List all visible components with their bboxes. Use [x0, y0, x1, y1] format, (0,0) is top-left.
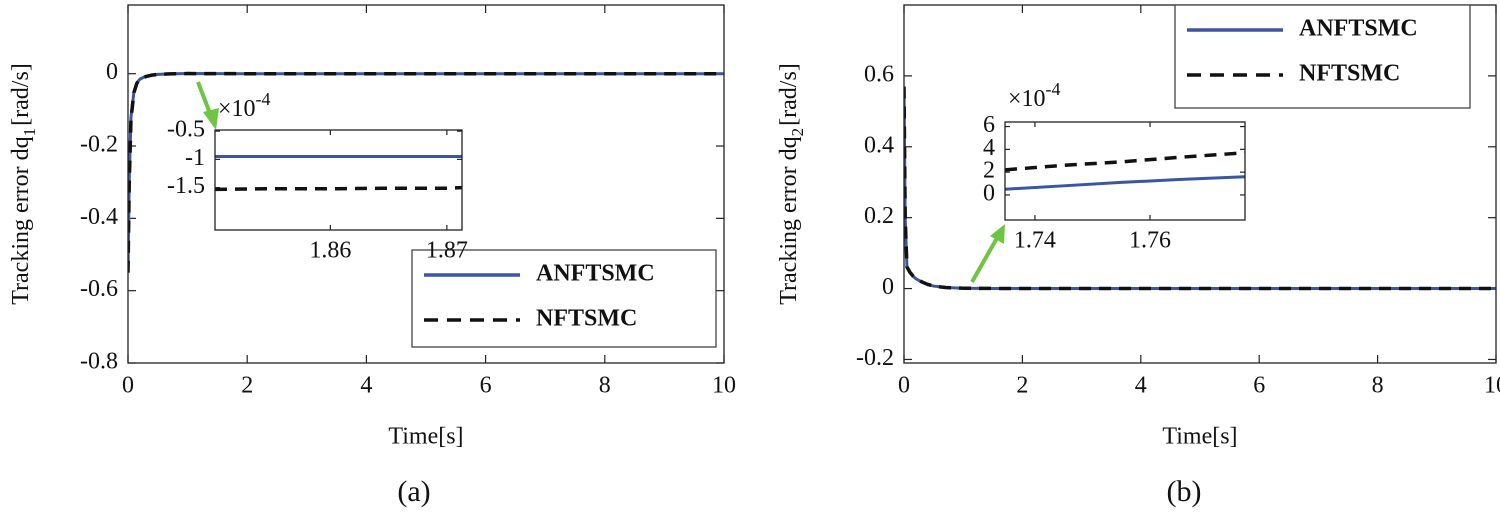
x-tick-label: 6	[1253, 373, 1265, 399]
legend-label: NFTSMC	[536, 306, 637, 332]
y-tick-label: -0.8	[80, 349, 118, 375]
x-tick-label: 0	[122, 373, 134, 399]
plot-area	[215, 130, 462, 230]
inset: 1.86 1.87 -1.5-1-0.5	[167, 117, 468, 264]
y-tick-label: 0.2	[864, 203, 894, 229]
x-tick-label: 2	[241, 373, 253, 399]
arrow-head	[990, 224, 1005, 244]
x-tick-label: 8	[599, 373, 611, 399]
y-tick-label: -1.5	[167, 173, 205, 199]
y-tick-label: -0.2	[856, 345, 894, 371]
legend-label: NFTSMC	[1299, 61, 1400, 87]
x-tick-label: 0	[898, 373, 910, 399]
x-tick-label: 1.76	[1129, 228, 1171, 254]
x-tick-label: 10	[712, 373, 736, 399]
y-tick-label: -0.5	[167, 117, 205, 143]
y-tick-label: 0	[983, 180, 995, 206]
y-tick-label: -1	[185, 145, 205, 171]
x-tick-label: 1.86	[309, 238, 351, 264]
axes-frame	[1004, 121, 1246, 221]
x-axis-label: Time[s]	[388, 424, 463, 450]
x-tick-label: 6	[480, 373, 492, 399]
axes-frame	[214, 129, 463, 231]
y-tick-label: 2	[983, 158, 995, 184]
x-tick-label: 1.74	[1014, 228, 1056, 254]
caption: (b)	[1167, 475, 1202, 508]
x-tick-label: 2	[1016, 373, 1028, 399]
plot-area	[1005, 122, 1245, 220]
y-tick-label: 6	[983, 112, 995, 138]
y-tick-label: 0	[882, 274, 894, 300]
inset-scale: ×10-4	[1008, 79, 1061, 111]
y-axis-label: Tracking error dq2 [rad/s]	[776, 63, 808, 305]
arrow-head	[203, 108, 219, 130]
series-line	[215, 185, 462, 192]
x-tick-label: 4	[1135, 373, 1147, 399]
y-label-text: Tracking error dq	[8, 136, 34, 304]
y-tick-label: 4	[983, 135, 995, 161]
y-tick-label: 0	[106, 59, 118, 85]
legend-box	[411, 249, 717, 348]
legend-label: ANFTSMC	[536, 261, 655, 287]
y-tick-label: 0.6	[864, 61, 894, 87]
arrows	[196, 81, 1005, 283]
arrow	[970, 237, 999, 283]
y-label-sub: 2	[788, 128, 807, 137]
axes-frame	[127, 4, 725, 364]
series-line	[1005, 175, 1245, 191]
x-axis-label: Time[s]	[1162, 424, 1237, 450]
y-label-unit: [rad/s]	[8, 63, 34, 126]
legend-label: ANFTSMC	[1299, 16, 1418, 42]
y-tick-label: 0.4	[864, 132, 894, 158]
caption: (a)	[397, 475, 430, 508]
y-label-text: Tracking error dq	[776, 136, 802, 304]
y-tick-label: -0.6	[80, 276, 118, 302]
scale-exp: -4	[256, 89, 271, 109]
y-label-sub: 1	[20, 128, 39, 137]
series-line	[904, 86, 1496, 291]
x-tick-label: 10	[1484, 373, 1500, 399]
y-tick-label: -0.2	[80, 132, 118, 158]
x-tick-label: 4	[360, 373, 372, 399]
y-axis-label: Tracking error dq1 [rad/s]	[8, 63, 40, 305]
inset-scale: ×10-4	[218, 89, 271, 121]
legend-box	[1174, 4, 1471, 109]
y-tick-label: -0.4	[80, 204, 118, 230]
x-tick-label: 8	[1372, 373, 1384, 399]
series-line	[128, 71, 724, 273]
scale-exp: -4	[1046, 79, 1061, 99]
y-label-unit: [rad/s]	[776, 63, 802, 126]
x-tick-label: 1.87	[426, 238, 468, 264]
arrow	[196, 81, 213, 117]
scale-base: ×10	[218, 96, 256, 122]
scale-base: ×10	[1008, 86, 1046, 112]
